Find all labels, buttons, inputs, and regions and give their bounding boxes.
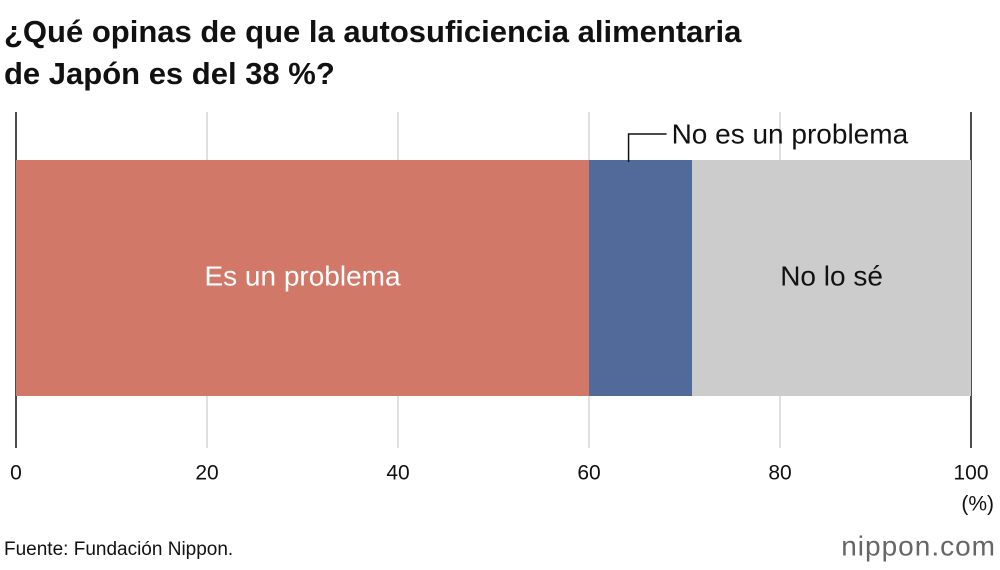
x-tick-label: 40 — [386, 462, 409, 485]
segment-label: Es un problema — [204, 260, 401, 291]
segment-label: No lo sé — [780, 260, 883, 291]
segment-label: No es un problema — [672, 118, 909, 149]
x-tick-label: 20 — [195, 462, 218, 485]
x-tick-label: 0 — [10, 462, 22, 485]
bar-segment — [589, 160, 693, 396]
bar-segment — [692, 160, 971, 396]
bar-segment — [16, 160, 589, 396]
chart-title: ¿Qué opinas de que la autosuficiencia al… — [4, 14, 742, 91]
x-tick-label: 60 — [577, 462, 600, 485]
leader-line — [627, 133, 667, 162]
source: Fuente: Fundación Nippon. — [4, 539, 233, 560]
logo: nippon.com — [841, 530, 996, 561]
x-tick-label: 100 — [953, 462, 988, 485]
x-tick-label: 80 — [768, 462, 791, 485]
x-unit: (%) — [961, 493, 994, 516]
